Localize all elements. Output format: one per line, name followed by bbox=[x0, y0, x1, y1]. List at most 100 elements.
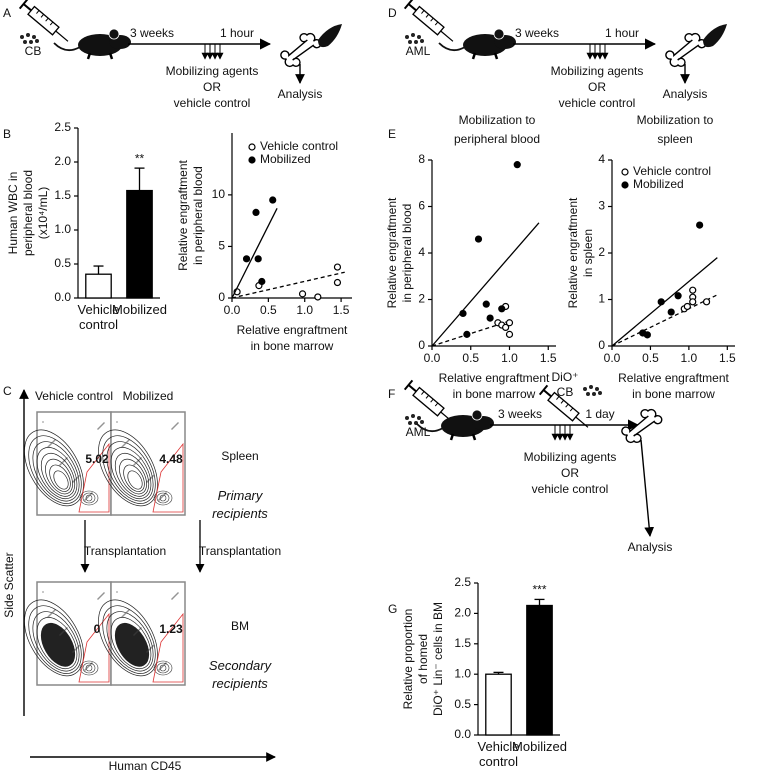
mouse-leg bbox=[108, 52, 114, 60]
event-dot bbox=[87, 496, 89, 498]
event-dot bbox=[79, 644, 81, 646]
y-tick-label: 3 bbox=[598, 199, 605, 213]
event-dot bbox=[72, 481, 74, 483]
bone-shape bbox=[621, 408, 663, 444]
bone-icon bbox=[665, 32, 707, 68]
contour bbox=[119, 458, 147, 495]
gate bbox=[78, 612, 110, 683]
contour bbox=[36, 617, 78, 670]
data-point bbox=[333, 263, 342, 271]
event-dot bbox=[61, 462, 63, 464]
event-dot bbox=[85, 668, 87, 670]
contour bbox=[79, 490, 99, 506]
y-tick-label: 4 bbox=[418, 245, 425, 259]
event-dot bbox=[153, 474, 155, 476]
event-dot bbox=[62, 631, 64, 633]
event-dot bbox=[59, 634, 61, 636]
legend-label: Mobilized bbox=[633, 177, 684, 191]
contour bbox=[40, 622, 76, 667]
y-tick-label: 0.5 bbox=[54, 256, 71, 270]
event-dot bbox=[126, 441, 128, 443]
event-dot bbox=[123, 444, 125, 446]
fit-line bbox=[231, 271, 345, 299]
y-axis-label: in spleen bbox=[581, 229, 595, 277]
data-point bbox=[683, 302, 691, 311]
treatment-label: vehicle control bbox=[174, 96, 251, 110]
syringe-plunger bbox=[22, 3, 32, 12]
contour bbox=[98, 599, 158, 677]
cell-dot bbox=[420, 39, 424, 43]
contour bbox=[153, 490, 173, 506]
syringe-barrel bbox=[412, 386, 445, 417]
syringe-barrel bbox=[27, 5, 60, 36]
contour bbox=[53, 470, 69, 490]
syringe-needle bbox=[440, 30, 454, 42]
event-dot bbox=[87, 666, 89, 668]
tissue-label: BM bbox=[231, 619, 249, 633]
cell-dot bbox=[417, 416, 421, 420]
cell-dot bbox=[583, 387, 587, 391]
data-point bbox=[269, 196, 277, 204]
event-dot bbox=[86, 667, 88, 669]
event-dot bbox=[78, 475, 80, 477]
blood-drop bbox=[703, 24, 727, 48]
event-dot bbox=[173, 426, 175, 428]
event-dot bbox=[149, 478, 151, 480]
contour bbox=[32, 611, 80, 672]
event-dot bbox=[84, 499, 86, 501]
x-axis-label: Relative engraftment bbox=[439, 371, 550, 385]
event-dot bbox=[160, 667, 162, 669]
event-dot bbox=[85, 498, 87, 500]
cell-dot bbox=[414, 40, 418, 44]
x-tick-label: Mobilized bbox=[112, 302, 167, 317]
contour bbox=[40, 452, 76, 497]
contour bbox=[114, 452, 150, 497]
event-dot bbox=[52, 611, 54, 613]
arrow bbox=[640, 439, 655, 537]
event-dot bbox=[162, 495, 164, 497]
event-dot bbox=[175, 594, 177, 596]
x-tick-label: 0.0 bbox=[224, 303, 241, 317]
event-dot bbox=[101, 594, 103, 596]
x-axis-label: in bone marrow bbox=[251, 339, 334, 353]
contour bbox=[28, 435, 82, 504]
event-dot bbox=[65, 458, 67, 460]
treatment-label: Mobilizing agents bbox=[166, 64, 259, 78]
event-dot bbox=[99, 426, 101, 428]
event-dot bbox=[49, 444, 51, 446]
event-dot bbox=[97, 598, 99, 600]
event-dot bbox=[64, 459, 66, 461]
event-dot bbox=[52, 441, 54, 443]
y-tick-label: 0.0 bbox=[54, 290, 71, 304]
syringe-icon bbox=[403, 0, 454, 42]
bone-shape bbox=[280, 32, 322, 68]
axis-label: Human CD45 bbox=[109, 759, 182, 773]
event-dot bbox=[136, 631, 138, 633]
y-axis-label: DiO⁺ Lin⁻ cells in BM bbox=[431, 602, 445, 716]
treatment-label: vehicle control bbox=[532, 482, 609, 496]
gate bbox=[78, 442, 110, 513]
treatment-label: OR bbox=[588, 80, 606, 94]
cell-type: AML bbox=[406, 425, 431, 439]
x-tick-label: Vehicle control bbox=[77, 302, 120, 332]
data-point bbox=[463, 330, 471, 338]
fit-line bbox=[431, 321, 507, 347]
cell-dot bbox=[20, 35, 24, 39]
gate-value: 1.23 bbox=[159, 622, 183, 636]
event-dot bbox=[116, 421, 118, 423]
x-axis-label: Relative engraftment bbox=[237, 323, 348, 337]
mouse-leg bbox=[471, 52, 477, 60]
event-dot bbox=[138, 629, 140, 631]
event-dot bbox=[73, 480, 75, 482]
syringe-tick bbox=[556, 396, 560, 400]
y-tick-label: 0.0 bbox=[454, 727, 471, 741]
treatment-label: Mobilizing agents bbox=[551, 64, 644, 78]
syringe-tick bbox=[421, 10, 425, 14]
y-axis-label: Relative engraftment bbox=[176, 159, 190, 270]
chart-title: Mobilization to bbox=[459, 113, 536, 127]
event-dot bbox=[171, 598, 173, 600]
data-point bbox=[498, 305, 506, 313]
panel-label: B bbox=[3, 127, 11, 141]
